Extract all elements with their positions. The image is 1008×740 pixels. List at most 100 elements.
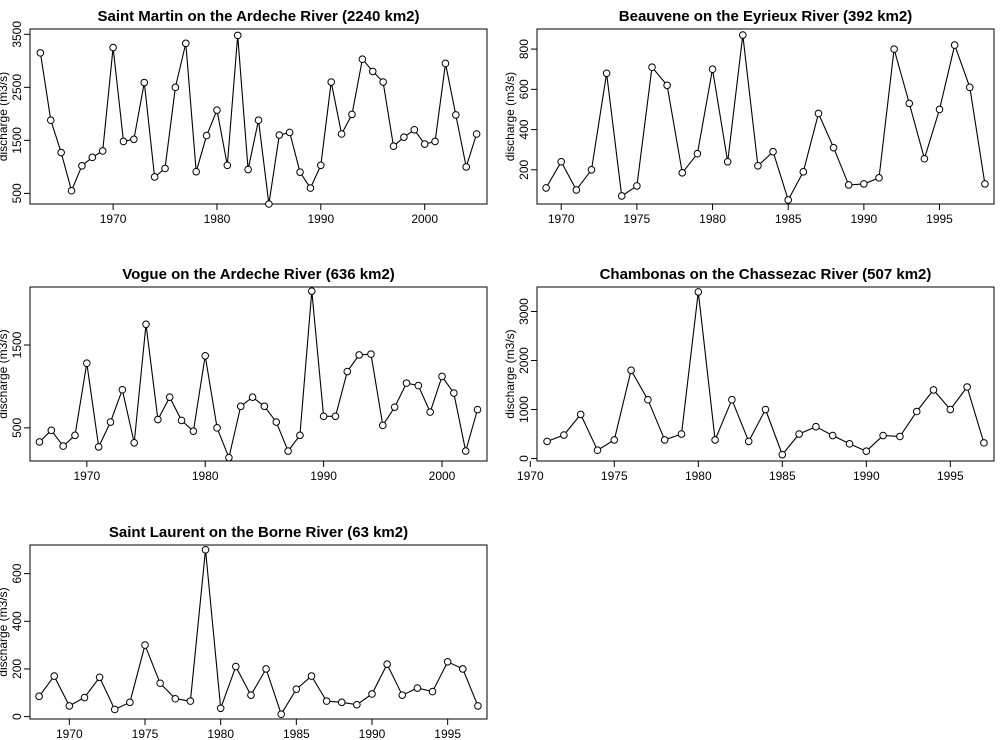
x-tick-label: 1990 — [853, 469, 880, 483]
data-point — [94, 443, 103, 451]
y-tick-label: 400 — [10, 611, 24, 631]
data-point — [247, 691, 255, 699]
data-point — [593, 446, 602, 455]
data-point — [694, 288, 703, 296]
data-point — [389, 142, 398, 150]
data-point — [648, 63, 656, 72]
data-point — [812, 422, 820, 431]
data-point — [678, 169, 687, 177]
x-tick-label: 1970 — [548, 212, 575, 226]
y-axis-label: discharge (m3/s) — [0, 72, 10, 161]
data-point — [912, 407, 921, 416]
data-point — [795, 430, 803, 438]
data-point — [285, 128, 294, 137]
data-point — [379, 78, 387, 86]
data-point — [319, 412, 328, 421]
data-point — [443, 657, 452, 666]
data-point — [201, 351, 210, 360]
y-tick-label: 3500 — [10, 21, 24, 48]
data-point — [177, 416, 186, 425]
y-tick-label: 0 — [10, 713, 24, 720]
y-tick-label: 400 — [517, 119, 531, 139]
x-tick-label: 1970 — [56, 727, 83, 740]
data-point — [935, 105, 944, 114]
data-point — [644, 395, 652, 404]
data-point — [119, 137, 128, 146]
data-point — [213, 424, 221, 432]
data-point — [272, 418, 281, 426]
data-point — [337, 130, 346, 138]
panel-title: Saint Laurent on the Borne River (63 km2… — [109, 524, 408, 541]
data-point — [358, 55, 367, 64]
y-tick-label: 800 — [517, 39, 531, 59]
x-tick-label: 1985 — [769, 469, 796, 483]
data-point — [262, 665, 270, 673]
x-tick-label: 1980 — [192, 469, 219, 483]
panel-title: Saint Martin on the Ardeche River (2240 … — [97, 8, 419, 25]
data-point — [367, 350, 375, 358]
series-line — [39, 291, 479, 460]
data-point — [165, 393, 174, 402]
data-point — [458, 665, 467, 673]
data-point — [708, 65, 717, 74]
data-point — [769, 147, 777, 156]
data-point — [572, 186, 581, 194]
y-axis-label: discharge (m3/s) — [503, 72, 517, 161]
data-point — [161, 164, 169, 173]
data-point — [88, 153, 97, 162]
data-point — [46, 116, 55, 125]
x-tick-label: 1990 — [310, 469, 337, 483]
y-tick-label: 1500 — [10, 331, 24, 358]
data-point — [130, 438, 138, 447]
x-tick-label: 1970 — [100, 212, 127, 226]
data-point — [844, 181, 853, 189]
x-tick-label: 1995 — [434, 727, 461, 740]
data-point — [236, 402, 245, 411]
data-point — [142, 320, 150, 329]
series-line — [546, 291, 985, 456]
y-axis-label: discharge (m3/s) — [0, 329, 10, 418]
data-point — [778, 450, 787, 459]
x-tick-label: 1980 — [207, 727, 234, 740]
data-point — [728, 395, 736, 404]
data-point — [963, 383, 971, 391]
plot-frame — [536, 286, 995, 462]
data-point — [633, 182, 641, 190]
x-tick-label: 1980 — [204, 212, 231, 226]
data-point — [543, 437, 551, 446]
data-point — [677, 430, 686, 438]
data-point — [35, 438, 44, 446]
data-point — [542, 184, 550, 192]
panel-5: Saint Laurent on the Borne River (63 km2… — [0, 524, 488, 740]
data-point — [225, 453, 233, 462]
x-tick-label: 2000 — [411, 212, 438, 226]
data-point — [292, 685, 301, 694]
data-point — [860, 180, 868, 188]
series-line — [38, 549, 479, 716]
y-axis-label: discharge (m3/s) — [503, 329, 517, 418]
x-tick-label: 1975 — [601, 469, 628, 483]
data-point — [337, 698, 346, 707]
y-tick-label: 500 — [10, 183, 24, 203]
data-point — [201, 545, 210, 554]
panel-2: Beauvene on the Eyrieux River (392 km2) 1… — [503, 8, 995, 226]
data-point — [368, 690, 376, 698]
data-point — [784, 196, 792, 204]
x-tick-label: 1990 — [851, 212, 878, 226]
data-point — [627, 366, 635, 375]
data-point — [426, 408, 434, 416]
y-tick-label: 500 — [10, 418, 24, 438]
data-point — [154, 415, 162, 424]
data-point — [156, 679, 164, 688]
data-point — [398, 691, 407, 699]
data-point — [799, 168, 808, 176]
data-point — [110, 705, 119, 714]
data-point — [322, 697, 331, 705]
data-point — [284, 447, 292, 455]
data-point — [660, 436, 669, 444]
data-point — [431, 137, 439, 146]
data-point — [307, 287, 316, 295]
data-point — [47, 426, 56, 435]
data-point — [260, 402, 269, 411]
